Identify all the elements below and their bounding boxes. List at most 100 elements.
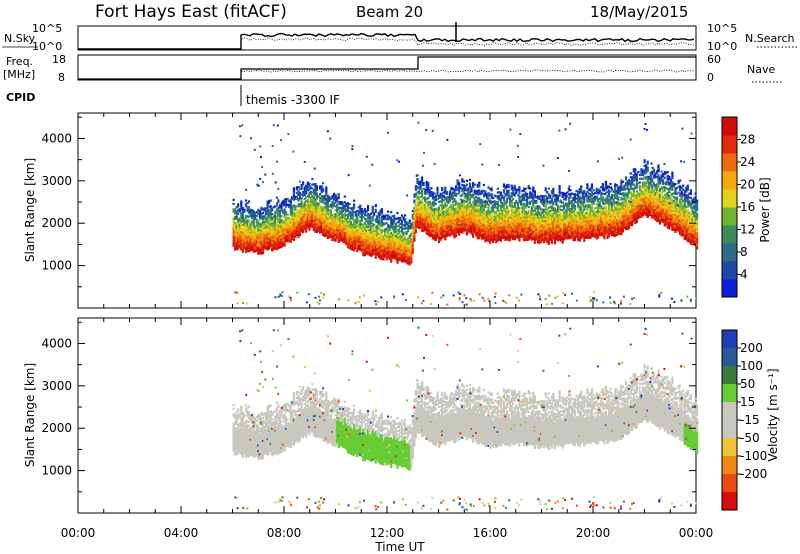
power-cell (462, 224, 465, 227)
power-cell (388, 248, 391, 251)
power-cell (549, 213, 552, 216)
power-cell (269, 245, 272, 248)
power-cell (298, 210, 302, 214)
power-cell (499, 235, 502, 238)
power-cell (467, 216, 470, 219)
power-cell (258, 213, 261, 216)
power-cell (524, 191, 527, 194)
power-cell (339, 216, 342, 219)
power-cell (252, 227, 255, 230)
power-cell (558, 209, 561, 213)
power-cell (292, 191, 295, 194)
power-cell (561, 191, 564, 195)
power-cell (467, 221, 470, 224)
power-cell (581, 212, 584, 215)
power-cell (526, 214, 529, 217)
power-cell (295, 212, 298, 216)
power-cell (441, 206, 444, 209)
power-cell (234, 215, 237, 218)
power-cell (546, 229, 549, 232)
power-cell (370, 229, 373, 233)
power-cell (370, 233, 373, 236)
power-cell (484, 224, 487, 228)
power-cell (504, 194, 507, 198)
power-cell (272, 219, 275, 222)
power-cell (578, 214, 581, 217)
power-cell (283, 215, 286, 219)
power-cell (431, 195, 434, 198)
power-cell (380, 242, 383, 245)
power-cell (439, 227, 442, 230)
power-cell (302, 229, 305, 232)
power-cell (490, 225, 493, 228)
power-cell (538, 226, 541, 229)
power-cell (513, 186, 516, 189)
power-cell (430, 210, 433, 213)
power-cell (252, 250, 255, 253)
power-cell (368, 244, 371, 247)
power-cell (455, 233, 458, 236)
power-cell (300, 193, 303, 196)
power-cell (530, 219, 533, 222)
power-cell (329, 214, 332, 217)
power-cell (289, 227, 292, 230)
power-cell (356, 215, 359, 218)
power-cell (564, 196, 567, 199)
power-cell (516, 202, 519, 205)
power-cell (462, 226, 465, 229)
power-cell (303, 186, 306, 189)
power-cell (444, 236, 447, 239)
power-cell (272, 223, 275, 226)
power-cell (523, 212, 526, 215)
power-cell (329, 220, 332, 223)
power-cell (329, 212, 332, 216)
power-cell (247, 223, 251, 226)
power-cell (564, 221, 567, 224)
power-cell (470, 203, 473, 206)
power-cell (489, 226, 492, 229)
power-cell (526, 229, 529, 232)
power-cell (485, 214, 489, 217)
power-cell (300, 214, 303, 217)
power-cell (309, 200, 312, 203)
power-cell (274, 237, 277, 240)
power-cell (329, 226, 332, 229)
power-cell (351, 218, 354, 221)
power-cell (490, 208, 493, 211)
power-cell (498, 229, 501, 232)
power-cell (519, 201, 523, 204)
power-cell (252, 239, 255, 242)
power-cell (285, 205, 288, 208)
power-cell (515, 217, 518, 220)
power-cell (419, 186, 422, 189)
power-cell (289, 204, 292, 207)
power-cell (567, 225, 570, 228)
power-cell (371, 215, 374, 218)
power-cell (533, 232, 536, 235)
power-cell (377, 215, 380, 218)
power-cell (354, 233, 357, 236)
power-cell (540, 233, 543, 236)
power-cell (315, 211, 319, 214)
power-cell (397, 253, 400, 256)
power-cell (317, 208, 320, 211)
power-cell (478, 217, 481, 221)
power-cell (320, 206, 323, 209)
power-cell (550, 201, 553, 204)
power-cell (544, 227, 547, 230)
power-cell (258, 217, 261, 220)
power-cell (553, 194, 557, 197)
power-cell (368, 253, 371, 256)
power-cell (444, 205, 447, 208)
power-cell (509, 231, 512, 234)
power-cell (515, 201, 518, 204)
power-cell (272, 228, 275, 232)
power-cell (475, 234, 478, 237)
power-cell (499, 220, 502, 223)
power-cell (346, 244, 349, 247)
power-cell (556, 229, 560, 232)
power-cell (459, 204, 462, 207)
power-cell (351, 212, 354, 215)
power-cell (246, 209, 249, 212)
power-cell (419, 209, 422, 212)
